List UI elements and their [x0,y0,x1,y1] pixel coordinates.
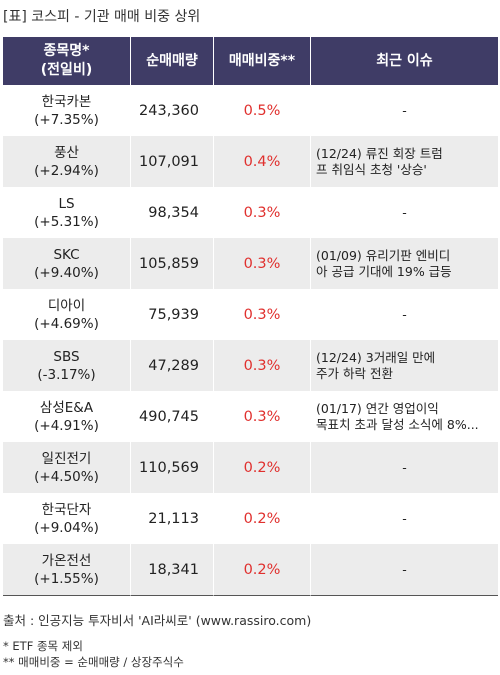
recent-issue: - [311,289,498,340]
issue-line1: - [402,561,407,577]
net-volume: 75,939 [131,289,214,340]
header-row: 종목명* (전일비) 순매매량 매매비중** 최근 이슈 [3,37,498,85]
recent-issue: - [311,85,498,136]
table-row: 일진전기 (+4.50%) 110,569 0.2% - [3,442,498,493]
stock-name-cell: 디아이 (+4.69%) [3,289,131,340]
stock-change: (+4.69%) [34,315,99,332]
table-row: 디아이 (+4.69%) 75,939 0.3% - [3,289,498,340]
table-row: SKC (+9.40%) 105,859 0.3% (01/09) 유리기판 엔… [3,238,498,289]
source-note: 출처 : 인공지능 투자비서 'AI라씨로' (www.rassiro.com) [3,613,312,628]
header-issue: 최근 이슈 [311,37,498,85]
trade-ratio: 0.5% [214,85,311,136]
trade-ratio: 0.3% [214,391,311,442]
recent-issue: - [311,544,498,596]
stock-name-cell: 삼성E&A (+4.91%) [3,391,131,442]
stock-name: 풍산 [54,144,79,161]
net-volume: 107,091 [131,136,214,187]
stock-change: (-3.17%) [37,366,96,383]
issue-line1: - [402,510,407,526]
stock-name: 한국단자 [41,501,92,518]
issue-line1: (12/24) 3거래일 만에 [316,349,436,365]
stock-name: LS [58,195,75,212]
table-row: 풍산 (+2.94%) 107,091 0.4% (12/24) 류진 회장 트… [3,136,498,187]
table-row: 한국단자 (+9.04%) 21,113 0.2% - [3,493,498,544]
trade-ratio: 0.2% [214,544,311,596]
issue-line2: 주가 하락 전환 [316,365,393,381]
header-name: 종목명* (전일비) [3,37,131,85]
net-volume: 18,341 [131,544,214,596]
trade-ratio: 0.3% [214,340,311,391]
stock-change: (+7.35%) [34,111,99,128]
header-name-line2: (전일비) [40,62,93,78]
stock-change: (+4.50%) [34,468,99,485]
stock-name: 디아이 [47,297,86,314]
header-name-line1: 종목명* [43,43,90,59]
table-row: 삼성E&A (+4.91%) 490,745 0.3% (01/17) 연간 영… [3,391,498,442]
stock-name: 삼성E&A [39,399,94,416]
stock-change: (+4.91%) [34,417,99,434]
recent-issue: - [311,493,498,544]
stock-name: SKC [53,246,80,263]
stock-change: (+5.31%) [34,213,99,230]
stock-name-cell: 가온전선 (+1.55%) [3,544,131,596]
net-volume: 110,569 [131,442,214,493]
stock-name-cell: 한국단자 (+9.04%) [3,493,131,544]
recent-issue: (01/09) 유리기판 엔비디 아 공급 기대에 19% 급등 [311,238,498,289]
trade-ratio: 0.3% [214,187,311,238]
issue-line1: (01/17) 연간 영업이익 [316,400,439,416]
stock-name-cell: LS (+5.31%) [3,187,131,238]
stock-name: SBS [53,348,80,365]
etf-footnote: * ETF 종목 제외 [3,639,83,653]
issue-line1: (12/24) 류진 회장 트럼 [316,145,443,161]
recent-issue: (12/24) 3거래일 만에 주가 하락 전환 [311,340,498,391]
issue-line1: - [402,306,407,322]
table-row: SBS (-3.17%) 47,289 0.3% (12/24) 3거래일 만에… [3,340,498,391]
stock-name-cell: 한국카본 (+7.35%) [3,85,131,136]
issue-line2: 목표치 초과 달성 소식에 8%... [316,416,479,432]
issue-line2: 프 취임식 초청 '상승' [316,161,427,177]
table-title: [표] 코스피 - 기관 매매 비중 상위 [3,9,201,25]
table-row: 가온전선 (+1.55%) 18,341 0.2% - [3,544,498,596]
table-row: LS (+5.31%) 98,354 0.3% - [3,187,498,238]
recent-issue: - [311,442,498,493]
stock-change: (+9.04%) [34,519,99,536]
stock-change: (+2.94%) [34,162,99,179]
net-volume: 490,745 [131,391,214,442]
stock-name-cell: SKC (+9.40%) [3,238,131,289]
trade-ratio: 0.3% [214,238,311,289]
issue-line1: - [402,459,407,475]
header-volume: 순매매량 [131,37,214,85]
recent-issue: (01/17) 연간 영업이익 목표치 초과 달성 소식에 8%... [311,391,498,442]
recent-issue: (12/24) 류진 회장 트럼 프 취임식 초청 '상승' [311,136,498,187]
net-volume: 98,354 [131,187,214,238]
net-volume: 47,289 [131,340,214,391]
net-volume: 243,360 [131,85,214,136]
net-volume: 21,113 [131,493,214,544]
net-volume: 105,859 [131,238,214,289]
trade-ratio: 0.2% [214,442,311,493]
issue-line1: - [402,204,407,220]
stock-name: 가온전선 [41,552,92,569]
stock-change: (+1.55%) [34,570,99,587]
table-row: 한국카본 (+7.35%) 243,360 0.5% - [3,85,498,136]
issue-line1: - [402,102,407,118]
stock-name: 한국카본 [41,93,92,110]
trade-ratio: 0.3% [214,289,311,340]
stock-name-cell: 풍산 (+2.94%) [3,136,131,187]
stock-name-cell: SBS (-3.17%) [3,340,131,391]
stock-name-cell: 일진전기 (+4.50%) [3,442,131,493]
trade-ratio: 0.2% [214,493,311,544]
recent-issue: - [311,187,498,238]
issue-line2: 아 공급 기대에 19% 급등 [316,263,452,279]
stock-change: (+9.40%) [34,264,99,281]
issue-line1: (01/09) 유리기판 엔비디 [316,247,451,263]
header-ratio: 매매비중** [214,37,311,85]
trade-ratio: 0.4% [214,136,311,187]
stock-name: 일진전기 [41,450,92,467]
institution-trading-table: 종목명* (전일비) 순매매량 매매비중** 최근 이슈 한국카본 (+7.35… [3,37,498,596]
ratio-footnote: ** 매매비중 = 순매매량 / 상장주식수 [3,655,184,669]
